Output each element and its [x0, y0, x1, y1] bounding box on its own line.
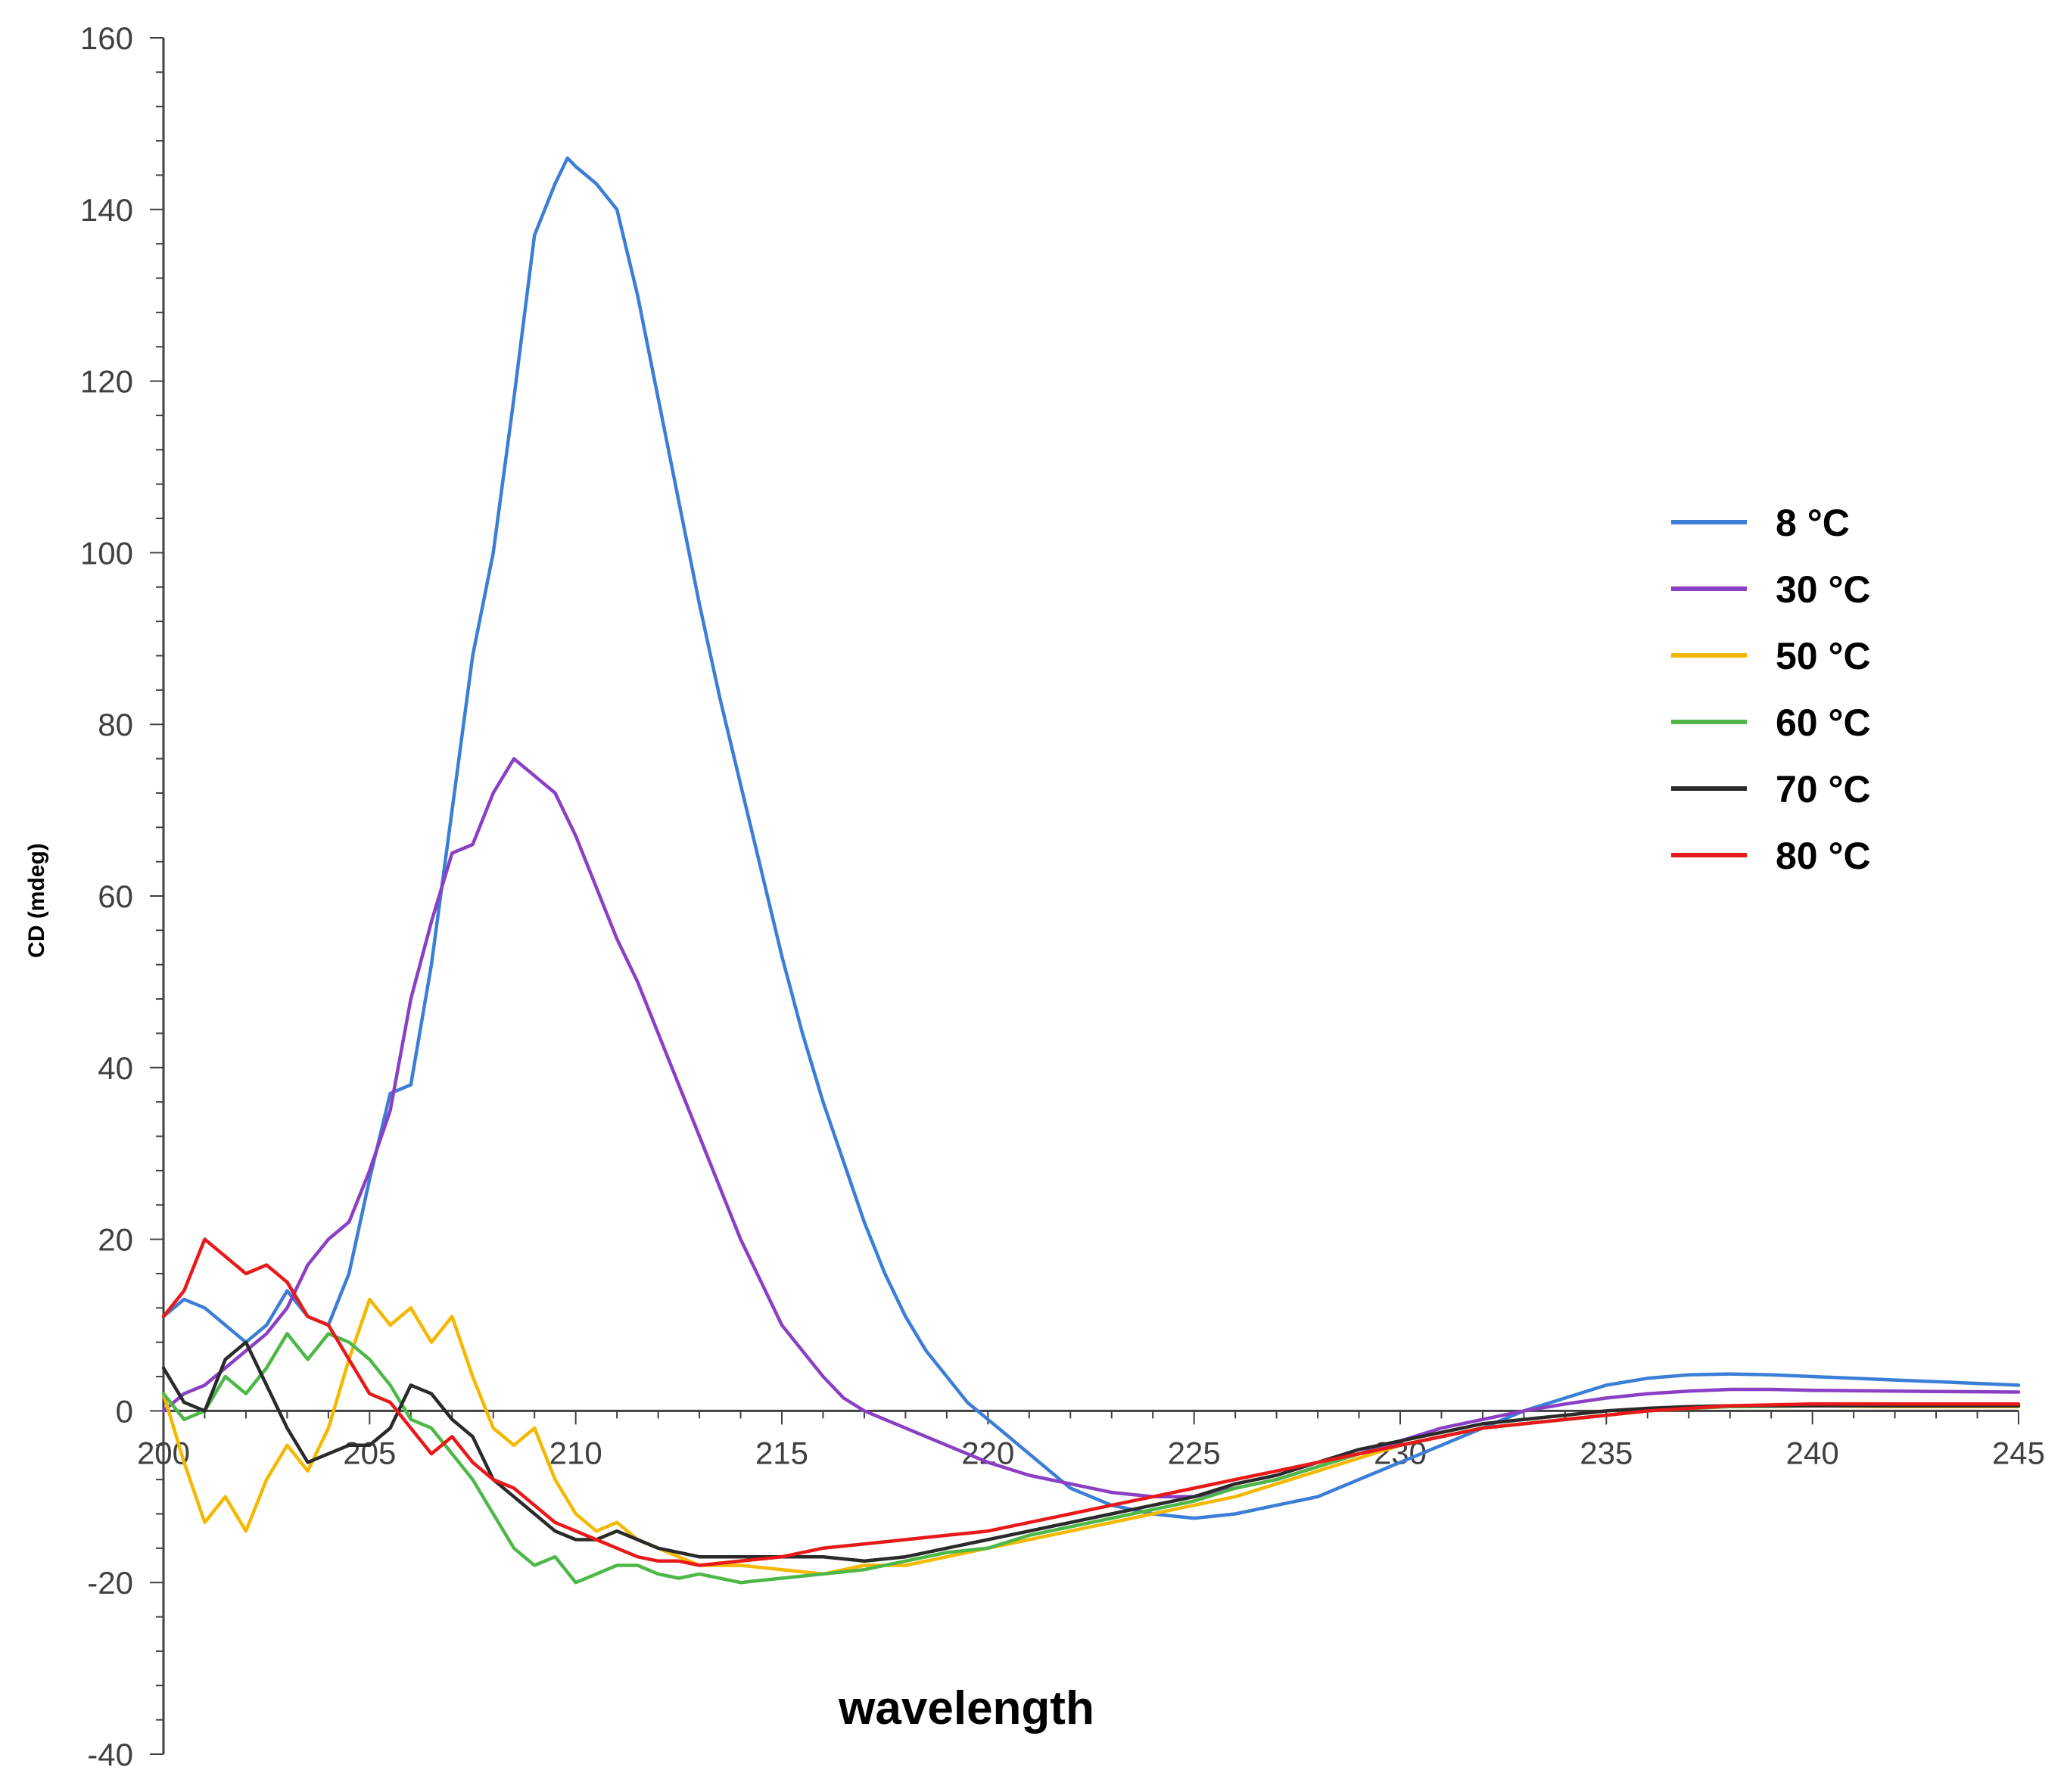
series-line-0	[161, 156, 2021, 1520]
legend-label: 80 °C	[1776, 835, 1871, 877]
x-axis-title: wavelength	[838, 1682, 1094, 1734]
legend-label: 8 °C	[1776, 502, 1850, 544]
y-tick-label: 120	[80, 364, 133, 400]
legend-label: 50 °C	[1776, 635, 1871, 677]
legend-label: 60 °C	[1776, 702, 1871, 744]
x-tick-label: 240	[1786, 1435, 1839, 1470]
y-tick-label: 80	[98, 707, 133, 742]
y-tick-label: 140	[80, 192, 133, 228]
y-tick-label: -40	[87, 1737, 133, 1772]
y-tick-label: 160	[80, 20, 133, 56]
x-tick-label: 220	[961, 1435, 1014, 1470]
x-tick-label: 245	[1992, 1435, 2045, 1470]
y-axis-title: CD (mdeg)	[24, 843, 49, 958]
series-line-2	[161, 1297, 2021, 1576]
y-axis: -40 -20 0 20 40 60 80 100 120 140 160	[80, 20, 165, 1772]
x-tick-label: 205	[343, 1435, 396, 1470]
x-tick-label: 235	[1580, 1435, 1633, 1470]
x-tick-label: 215	[755, 1435, 808, 1470]
legend-label: 30 °C	[1776, 568, 1871, 611]
y-tick-label: 60	[98, 879, 133, 914]
series-lines	[161, 156, 2021, 1585]
legend-label: 70 °C	[1776, 768, 1871, 810]
y-tick-label: -20	[87, 1565, 133, 1601]
series-line-1	[161, 757, 2021, 1499]
series-line-3	[161, 1332, 2021, 1585]
y-tick-label: 0	[116, 1393, 133, 1429]
x-axis: 200 205 210 215 220 225 230 235 240 245	[137, 1409, 2045, 1470]
legend: 8 °C 30 °C 50 °C 60 °C 70 °C 80 °C	[1671, 502, 1871, 877]
series-line-5	[161, 1237, 2021, 1567]
series-line-4	[161, 1340, 2021, 1563]
x-tick-label: 210	[549, 1435, 602, 1470]
y-tick-label: 40	[98, 1050, 133, 1086]
x-tick-label: 225	[1168, 1435, 1221, 1470]
y-tick-label: 20	[98, 1222, 133, 1258]
y-tick-label: 100	[80, 535, 133, 571]
